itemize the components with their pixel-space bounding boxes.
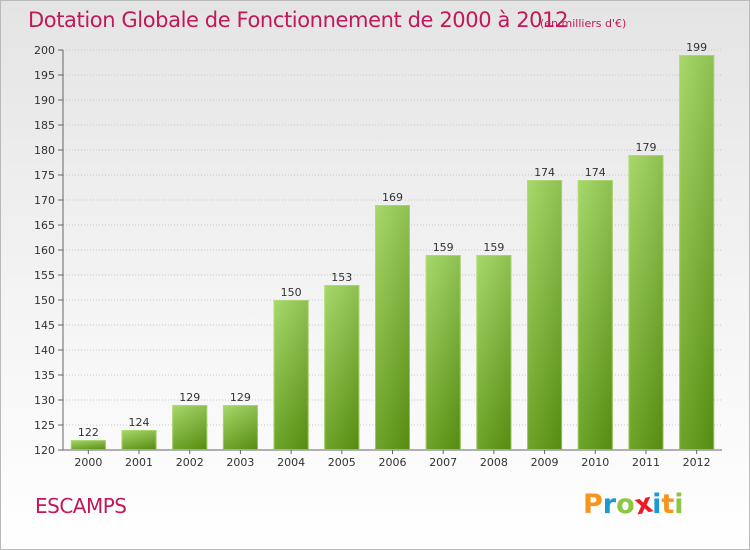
bar-highlight xyxy=(628,155,664,450)
unit-note: (en milliers d'€) xyxy=(540,17,627,30)
proxiti-logo: Proxiti xyxy=(583,488,684,522)
y-tick-label: 200 xyxy=(34,44,55,57)
x-tick-label: 2001 xyxy=(125,456,153,469)
x-tick-label: 2004 xyxy=(277,456,305,469)
data-label: 129 xyxy=(179,391,200,404)
bar-2003 xyxy=(222,405,258,450)
y-tick-label: 190 xyxy=(34,94,55,107)
logo-letter: i xyxy=(674,489,684,520)
bar-2012 xyxy=(679,55,715,450)
bar-2011 xyxy=(628,155,664,450)
y-tick-label: 185 xyxy=(34,119,55,132)
chart-title: Dotation Globale de Fonctionnement de 20… xyxy=(28,8,569,32)
bar-shading xyxy=(273,300,309,450)
bar-shading xyxy=(222,405,258,450)
bar-shading xyxy=(70,440,106,450)
logo-letter: t xyxy=(661,489,675,520)
data-label: 179 xyxy=(635,141,656,154)
x-tick-label: 2009 xyxy=(531,456,559,469)
y-tick-label: 160 xyxy=(34,244,55,257)
data-label: 159 xyxy=(483,241,504,254)
data-label: 150 xyxy=(281,286,302,299)
logo-letter: o xyxy=(616,489,635,520)
bar-2000 xyxy=(70,440,106,450)
bar-shading xyxy=(375,205,410,450)
bar-highlight xyxy=(273,300,309,450)
bar-2010 xyxy=(577,180,613,450)
x-tick-label: 2010 xyxy=(581,456,609,469)
x-tick-label: 2007 xyxy=(429,456,457,469)
x-tick-labels: 2000 2001 2002 2003 2004 2005 2006 2007 2008 2009… xyxy=(74,450,711,469)
bar-highlight xyxy=(577,180,613,450)
data-label: 174 xyxy=(534,166,555,179)
y-tick-label: 180 xyxy=(34,144,55,157)
bar-highlight xyxy=(222,405,258,450)
x-tick-label: 2005 xyxy=(328,456,356,469)
commune-name: ESCAMPS xyxy=(35,494,127,518)
bar-shading xyxy=(172,405,208,450)
bar-shading xyxy=(121,430,157,450)
y-tick-label: 170 xyxy=(34,194,55,207)
x-tick-label: 2000 xyxy=(74,456,102,469)
bar-highlight xyxy=(172,405,208,450)
x-tick-label: 2008 xyxy=(480,456,508,469)
bar-2009 xyxy=(527,180,563,450)
bar-highlight xyxy=(121,430,157,450)
bar-highlight xyxy=(679,55,715,450)
x-tick-label: 2003 xyxy=(226,456,254,469)
x-tick-label: 2002 xyxy=(176,456,204,469)
y-tick-label: 145 xyxy=(34,319,55,332)
bar-2008 xyxy=(476,255,512,450)
bar-highlight xyxy=(375,205,410,450)
bar-2004 xyxy=(273,300,309,450)
bar-2001 xyxy=(121,430,157,450)
bar-highlight xyxy=(324,285,360,450)
x-tick-label: 2006 xyxy=(379,456,407,469)
y-tick-label: 175 xyxy=(34,169,55,182)
bar-2007 xyxy=(425,255,461,450)
bar-shading xyxy=(476,255,512,450)
data-label: 124 xyxy=(129,416,150,429)
y-tick-label: 135 xyxy=(34,369,55,382)
bar-2005 xyxy=(324,285,360,450)
bar-2006 xyxy=(375,205,410,450)
data-label: 122 xyxy=(78,426,99,439)
y-tick-label: 150 xyxy=(34,294,55,307)
bar-shading xyxy=(527,180,563,450)
logo-letter: P xyxy=(583,489,603,520)
bar-shading xyxy=(628,155,664,450)
y-tick-label: 155 xyxy=(34,269,55,282)
bar-shading xyxy=(324,285,360,450)
bar-highlight xyxy=(425,255,461,450)
bar-shading xyxy=(577,180,613,450)
data-label: 159 xyxy=(433,241,454,254)
bar-highlight xyxy=(476,255,512,450)
y-tick-label: 130 xyxy=(34,394,55,407)
bar-highlight xyxy=(70,440,106,450)
data-labels: 122 124 129 129 150 153 169 159 159 174 174 179 199 xyxy=(78,41,707,439)
y-tick-label: 120 xyxy=(34,444,55,457)
bar-shading xyxy=(679,55,715,450)
x-tick-label: 2011 xyxy=(632,456,660,469)
bar-2002 xyxy=(172,405,208,450)
y-tick-labels: 120 125 130 135 140 145 150 155 160 165 170 175 180 1… xyxy=(34,44,55,457)
data-label: 129 xyxy=(230,391,251,404)
bar-shading xyxy=(425,255,461,450)
logo-letter: r xyxy=(602,489,617,520)
x-tick-label: 2012 xyxy=(683,456,711,469)
data-label: 169 xyxy=(382,191,403,204)
y-tick-label: 195 xyxy=(34,69,55,82)
data-label: 199 xyxy=(686,41,707,54)
y-tick-label: 125 xyxy=(34,419,55,432)
bar-highlight xyxy=(527,180,563,450)
y-tick-label: 165 xyxy=(34,219,55,232)
y-tick-label: 140 xyxy=(34,344,55,357)
logo-letter: i xyxy=(652,489,662,520)
data-label: 153 xyxy=(331,271,352,284)
bars xyxy=(70,55,715,450)
data-label: 174 xyxy=(585,166,606,179)
